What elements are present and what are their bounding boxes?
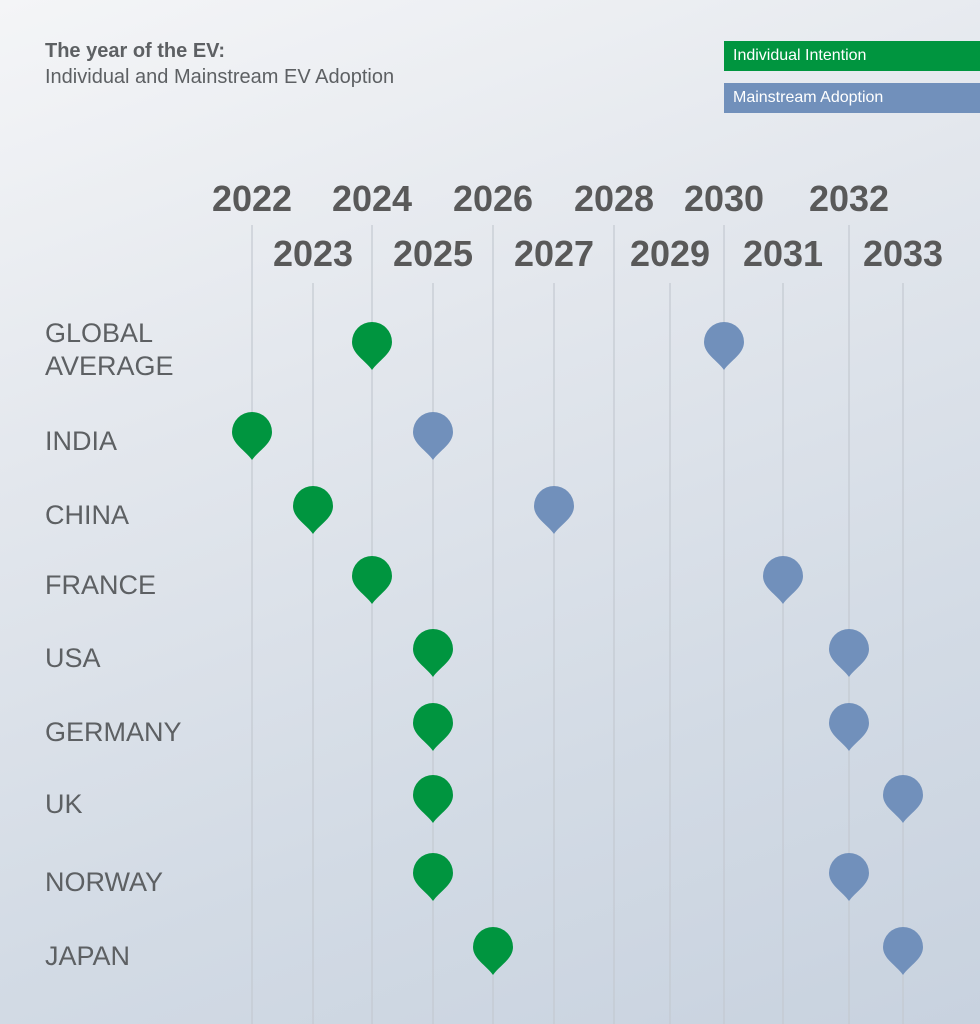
row-label-uk: UK	[45, 789, 83, 819]
pin-individual-intention-japan	[473, 927, 513, 975]
year-label-2022: 2022	[212, 178, 292, 219]
pin-individual-intention-france	[352, 556, 392, 604]
pin-mainstream-adoption-china	[534, 486, 574, 534]
row-label-japan: JAPAN	[45, 941, 130, 971]
pin-individual-intention-global-average	[352, 322, 392, 370]
year-label-2028: 2028	[574, 178, 654, 219]
row-label-china: CHINA	[45, 500, 129, 530]
pin-mainstream-adoption-norway	[829, 853, 869, 901]
year-label-2031: 2031	[743, 233, 823, 274]
pin-mainstream-adoption-global-average	[704, 322, 744, 370]
pin-mainstream-adoption-france	[763, 556, 803, 604]
legend-individual-intention: Individual Intention	[724, 41, 980, 71]
row-label-usa: USA	[45, 643, 101, 673]
pin-individual-intention-india	[232, 412, 272, 460]
year-label-2023: 2023	[273, 233, 353, 274]
row-label-germany: GERMANY	[45, 717, 182, 747]
title-block: The year of the EV: Individual and Mains…	[45, 38, 394, 90]
pin-individual-intention-norway	[413, 853, 453, 901]
row-label-global-average: GLOBAL AVERAGE	[45, 318, 174, 381]
pin-individual-intention-germany	[413, 703, 453, 751]
pin-mainstream-adoption-germany	[829, 703, 869, 751]
pin-mainstream-adoption-uk	[883, 775, 923, 823]
year-label-2024: 2024	[332, 178, 412, 219]
legend-mainstream-adoption: Mainstream Adoption	[724, 83, 980, 113]
year-label-2026: 2026	[453, 178, 533, 219]
pin-mainstream-adoption-usa	[829, 629, 869, 677]
year-label-2025: 2025	[393, 233, 473, 274]
year-label-2033: 2033	[863, 233, 943, 274]
pin-mainstream-adoption-japan	[883, 927, 923, 975]
row-label-norway: NORWAY	[45, 867, 163, 897]
chart-title: The year of the EV:	[45, 40, 226, 62]
row-label-india: INDIA	[45, 426, 117, 456]
chart-subtitle: Individual and Mainstream EV Adoption	[45, 66, 395, 88]
pin-mainstream-adoption-india	[413, 412, 453, 460]
year-label-2032: 2032	[809, 178, 889, 219]
year-label-2029: 2029	[630, 233, 710, 274]
pin-individual-intention-china	[293, 486, 333, 534]
row-label-france: FRANCE	[45, 570, 156, 600]
year-label-2027: 2027	[514, 233, 594, 274]
pin-individual-intention-uk	[413, 775, 453, 823]
year-label-2030: 2030	[684, 178, 764, 219]
pin-individual-intention-usa	[413, 629, 453, 677]
